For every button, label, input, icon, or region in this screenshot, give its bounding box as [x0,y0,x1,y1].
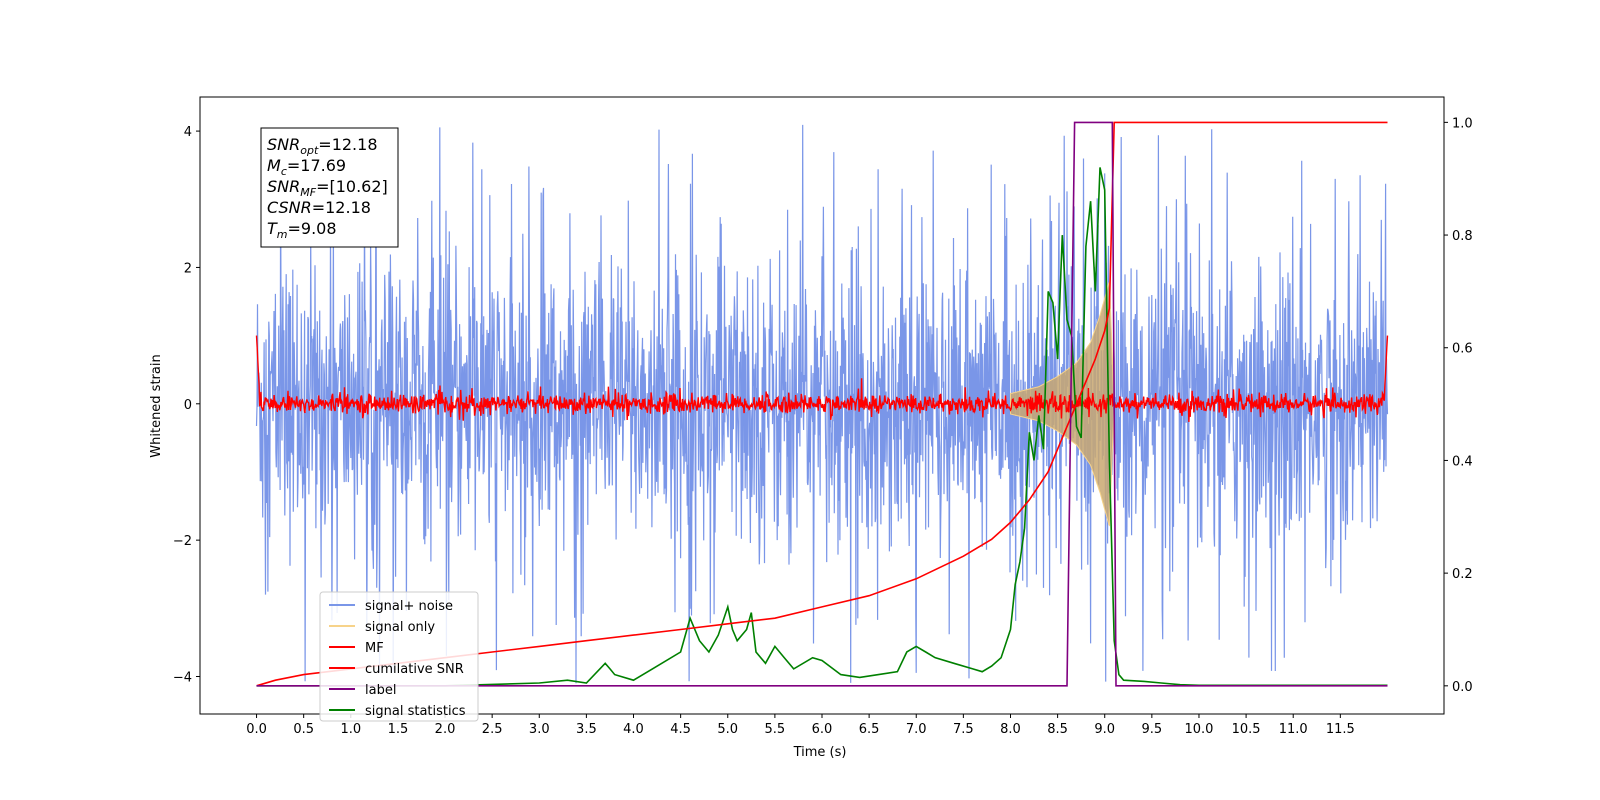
x-tick-label: 11.5 [1326,722,1355,737]
legend-frame [319,591,479,722]
x-tick-label: 4.0 [623,722,644,737]
y-axis-right: 0.0 0.2 0.4 0.6 0.8 1.0 [1444,116,1473,695]
plot-area [255,121,1389,687]
y-right-tick-label: 1.0 [1452,116,1473,131]
y-right-tick-label: 0.0 [1452,680,1473,695]
legend: signal+ noise signal only MF cumilative SNR… [319,591,479,722]
x-tick-label: 1.0 [340,722,361,737]
x-axis: 0.0 0.5 1.0 1.5 2.0 2.5 3.0 3.5 4.0 4.5 5.0 5.5 6.0 6… [246,714,1355,737]
legend-label: signal statistics [365,704,466,719]
x-tick-label: 6.5 [859,722,880,737]
x-axis-label: Time (s) [793,745,847,760]
x-tick-label: 2.5 [482,722,503,737]
annotation-line: SNRMF=[10.62] [267,177,388,199]
x-tick-label: 3.5 [576,722,597,737]
legend-label: cumilative SNR [365,662,464,677]
x-tick-label: 1.5 [388,722,409,737]
x-tick-label: 4.5 [670,722,691,737]
x-tick-label: 5.0 [717,722,738,737]
x-tick-label: 6.0 [812,722,833,737]
y-tick-label: −2 [173,534,192,549]
x-tick-label: 5.5 [765,722,786,737]
annotation-line: SNRopt=12.18 [267,135,378,157]
series-label [256,121,1388,687]
annotation-line: Tm=9.08 [267,219,337,241]
annotation-line: CSNR=12.18 [267,198,371,217]
x-tick-label: 0.0 [246,722,267,737]
y-tick-label: 0 [184,398,192,413]
y-axis-label: Whitened strain [149,354,164,457]
x-tick-label: 7.5 [953,722,974,737]
y-tick-label: 2 [184,261,192,276]
legend-label: signal+ noise [365,599,453,614]
x-tick-label: 10.0 [1184,722,1213,737]
x-tick-label: 10.5 [1232,722,1261,737]
y-right-tick-label: 0.6 [1452,342,1473,357]
annotation-box: SNRopt=12.18Mc=17.69SNRMF=[10.62]CSNR=12… [260,127,399,248]
x-tick-label: 9.0 [1094,722,1115,737]
x-tick-label: 8.0 [1000,722,1021,737]
legend-label: label [365,683,396,698]
y-axis-left: −4 −2 0 2 4 [173,125,200,686]
annotation-line: Mc=17.69 [267,156,346,178]
y-right-tick-label: 0.2 [1452,567,1473,582]
x-tick-label: 11.0 [1279,722,1308,737]
y-right-tick-label: 0.4 [1452,454,1473,469]
legend-label: MF [365,641,384,656]
series-mf [255,335,1389,423]
y-right-tick-label: 0.8 [1452,229,1473,244]
x-tick-label: 0.5 [293,722,314,737]
y-tick-label: −4 [173,671,192,686]
legend-label: signal only [365,620,435,635]
x-tick-label: 8.5 [1047,722,1068,737]
x-tick-label: 3.0 [529,722,550,737]
x-tick-label: 9.5 [1142,722,1163,737]
y-tick-label: 4 [184,125,192,140]
annotation-frame [260,127,399,248]
x-tick-label: 2.0 [435,722,456,737]
series-signal-statistics [256,167,1388,687]
x-tick-label: 7.0 [906,722,927,737]
